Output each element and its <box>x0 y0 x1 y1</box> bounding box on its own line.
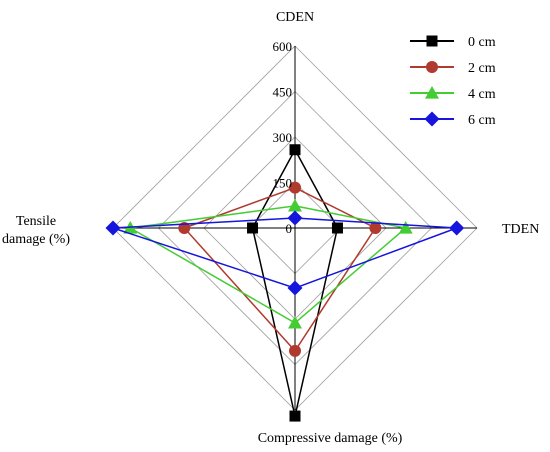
data-point-s3-bottom <box>288 315 302 329</box>
axis-label-right: TDEN <box>502 222 539 237</box>
data-point-s2-bottom <box>289 344 301 357</box>
legend-marker-4 <box>424 111 440 127</box>
data-point-s2-left <box>178 222 191 234</box>
axis-label-left-line2: damage (%) <box>2 232 70 247</box>
data-point-s4-top <box>287 210 303 226</box>
data-point-s2-top <box>289 181 301 194</box>
legend-box <box>398 28 514 124</box>
data-point-s4-right <box>449 220 465 236</box>
axis-label-bottom: Compressive damage (%) <box>258 431 403 446</box>
radial-tick-labels: 0 150 300 450 600 <box>273 39 293 236</box>
data-point-s1-right <box>331 222 343 234</box>
data-point-s3-top <box>288 198 302 212</box>
tick-label-0: 0 <box>286 221 293 236</box>
data-point-s1-top <box>289 144 301 156</box>
legend-marker-1 <box>426 35 438 47</box>
series-4 <box>105 210 465 296</box>
legend-label-3: 4 cm <box>468 87 496 102</box>
data-point-s1-left <box>247 222 259 234</box>
series-3 <box>123 198 413 329</box>
series-2 <box>178 181 382 357</box>
series-line-3 <box>128 205 408 324</box>
legend-label-4: 6 cm <box>468 113 496 128</box>
axis-label-top: CDEN <box>276 10 314 25</box>
legend-label-2: 2 cm <box>468 61 496 76</box>
data-point-s4-bottom <box>287 280 303 296</box>
data-point-s3-right <box>398 221 413 234</box>
tick-label-600: 600 <box>273 39 293 54</box>
legend: 0 cm 2 cm 4 cm 6 cm <box>398 28 514 128</box>
tick-label-450: 450 <box>273 85 293 100</box>
data-point-s2-right <box>369 222 382 234</box>
legend-marker-2 <box>426 61 438 73</box>
legend-label-1: 0 cm <box>468 35 496 50</box>
tick-label-150: 150 <box>273 176 293 191</box>
data-point-s4-left <box>105 220 121 236</box>
axis-label-left-line1: Tensile <box>16 214 56 229</box>
tick-label-300: 300 <box>273 130 293 145</box>
data-point-s1-bottom <box>289 410 301 422</box>
legend-marker-3 <box>425 86 439 99</box>
series-layer <box>105 144 465 422</box>
